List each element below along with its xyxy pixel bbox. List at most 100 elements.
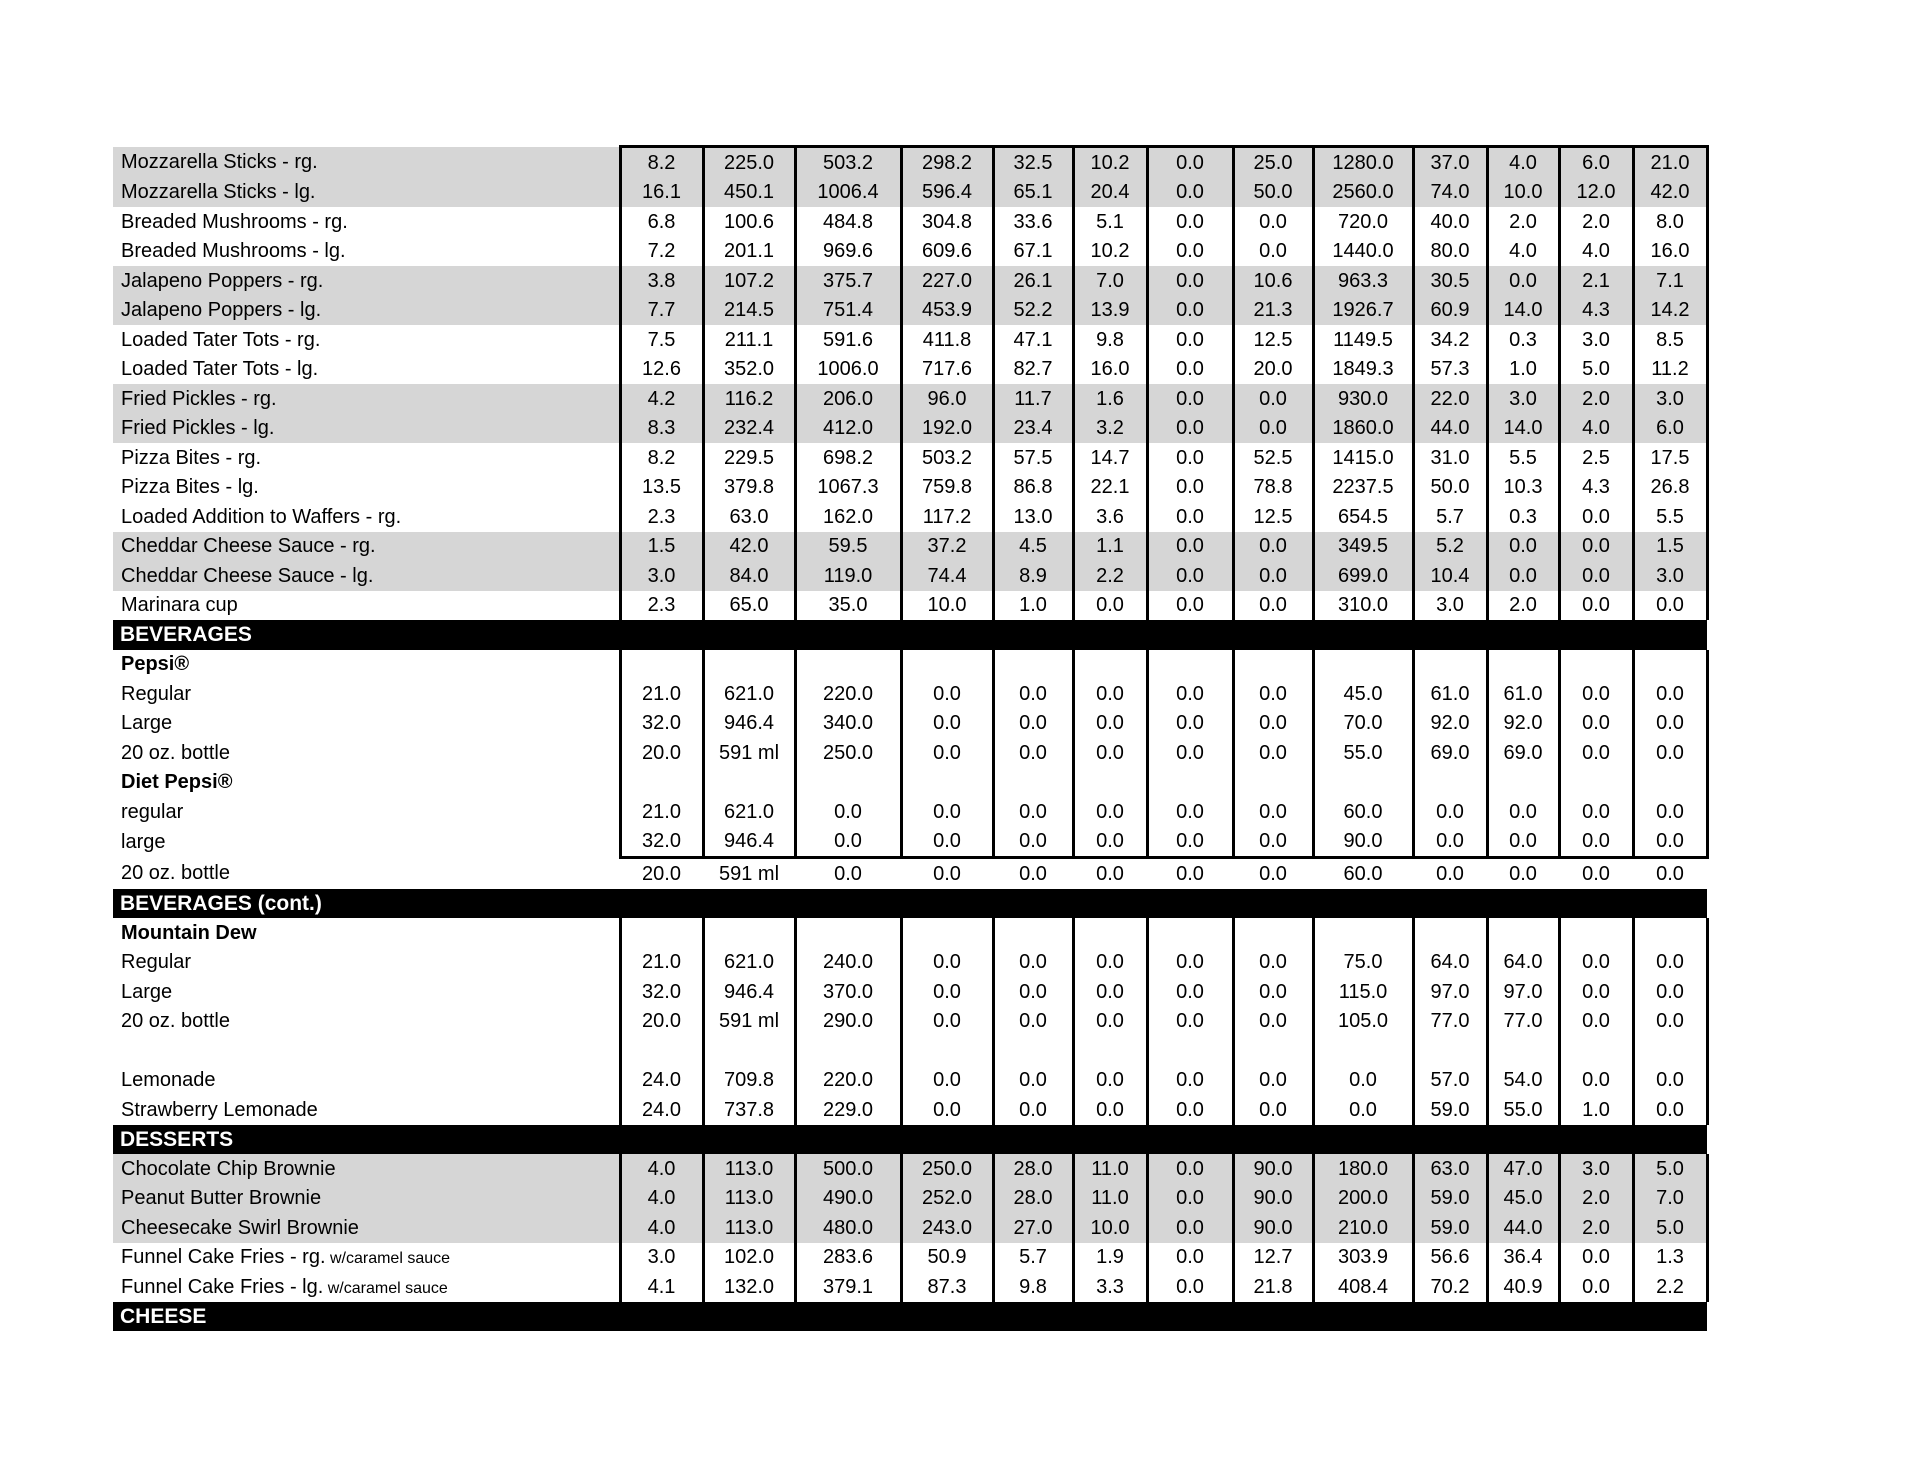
value-cell: 1926.7	[1311, 295, 1413, 325]
value-cell: 107.2	[701, 266, 795, 296]
value-cell: 5.0	[1557, 354, 1633, 384]
item-label: Cheddar Cheese Sauce - lg.	[113, 561, 620, 591]
value-cell: 0.0	[991, 947, 1073, 977]
value-cell: 0.0	[899, 679, 993, 709]
value-cell: 503.2	[793, 145, 901, 178]
value-cell: 59.5	[793, 531, 901, 561]
value-cell: 6.8	[618, 207, 703, 237]
value-cell: 12.6	[618, 354, 703, 384]
value-cell: 42.0	[701, 531, 795, 561]
value-cell: 90.0	[1231, 1154, 1313, 1184]
value-cell: 50.0	[1411, 472, 1487, 502]
value-cell: 33.6	[991, 207, 1073, 237]
section-header-row: CHEESE	[113, 1301, 1707, 1331]
value-cell: 0.3	[1485, 325, 1559, 355]
value-cell	[1557, 918, 1633, 948]
value-cell: 379.8	[701, 472, 795, 502]
value-cell: 408.4	[1311, 1272, 1413, 1302]
value-cell	[1411, 767, 1487, 797]
value-cell: 200.0	[1311, 1183, 1413, 1213]
value-cell: 5.0	[1631, 1154, 1709, 1184]
value-cell: 2.3	[618, 502, 703, 532]
value-cell: 21.0	[1631, 145, 1709, 178]
value-cell: 1149.5	[1311, 325, 1413, 355]
value-cell: 1.0	[1485, 354, 1559, 384]
value-cell: 42.0	[1631, 177, 1709, 207]
value-cell: 3.0	[1485, 384, 1559, 414]
value-cell: 8.2	[618, 443, 703, 473]
section-header: BEVERAGES	[113, 620, 1707, 650]
value-cell: 10.0	[1485, 177, 1559, 207]
value-cell: 0.0	[1557, 1242, 1633, 1272]
value-cell: 16.0	[1071, 354, 1147, 384]
value-cell: 0.0	[1231, 826, 1313, 859]
value-cell: 4.3	[1557, 295, 1633, 325]
value-cell: 0.0	[1145, 325, 1233, 355]
value-cell: 4.2	[618, 384, 703, 414]
value-cell: 0.0	[1557, 561, 1633, 591]
table-row: Loaded Tater Tots - rg. 7.5 211.1 591.6 411.…	[113, 325, 1709, 355]
value-cell: 30.5	[1411, 266, 1487, 296]
item-label: large	[121, 831, 166, 853]
value-cell: 55.0	[1485, 1095, 1559, 1125]
value-cell: 2.3	[618, 590, 703, 620]
value-cell: 32.0	[618, 708, 703, 738]
value-cell: 0.0	[1145, 561, 1233, 591]
value-cell	[1231, 918, 1313, 948]
value-cell: 229.5	[701, 443, 795, 473]
value-cell: 14.0	[1485, 413, 1559, 443]
value-cell: 0.0	[1145, 1183, 1233, 1213]
value-cell: 2.0	[1557, 384, 1633, 414]
value-cell: 0.0	[1557, 947, 1633, 977]
value-cell: 2.1	[1557, 266, 1633, 296]
value-cell: 0.0	[1557, 1065, 1633, 1095]
value-cell: 0.0	[991, 738, 1073, 768]
value-cell: 80.0	[1411, 236, 1487, 266]
value-cell: 77.0	[1485, 1006, 1559, 1036]
value-cell: 8.5	[1631, 325, 1709, 355]
value-cell: 52.5	[1231, 443, 1313, 473]
value-cell: 0.0	[1145, 472, 1233, 502]
value-cell: 0.0	[1145, 295, 1233, 325]
table-row: Regular 21.0 621.0 220.0 0.0 0.0 0.0 0.0 0.0 45.0…	[113, 679, 1709, 709]
value-cell: 57.5	[991, 443, 1073, 473]
value-cell: 102.0	[701, 1242, 795, 1272]
value-cell	[899, 767, 993, 797]
value-cell: 2560.0	[1311, 177, 1413, 207]
value-cell: 0.0	[1145, 1065, 1233, 1095]
value-cell: 946.4	[701, 826, 795, 859]
value-cell: 37.2	[899, 531, 993, 561]
value-cell	[1485, 767, 1559, 797]
table-row: Fried Pickles - lg. 8.3 232.4 412.0 192.0 23.…	[113, 413, 1709, 443]
value-cell: 5.0	[1631, 1213, 1709, 1243]
value-cell: 69.0	[1485, 738, 1559, 768]
value-cell: 0.0	[899, 797, 993, 827]
value-cell: 0.0	[1145, 826, 1233, 859]
value-cell: 4.0	[618, 1183, 703, 1213]
value-cell: 0.0	[1176, 862, 1204, 885]
value-cell: 411.8	[899, 325, 993, 355]
value-cell: 220.0	[793, 1065, 901, 1095]
item-label: Pizza Bites - lg.	[121, 476, 259, 499]
value-cell: 3.3	[1071, 1272, 1147, 1302]
value-cell: 227.0	[899, 266, 993, 296]
value-cell: 75.0	[1311, 947, 1413, 977]
value-cell: 47.1	[991, 325, 1073, 355]
value-cell: 0.0	[1145, 531, 1233, 561]
value-cell: 4.1	[618, 1272, 703, 1302]
table-row: 20 oz. bottle 20.0 591 ml 290.0 0.0 0.0 0.0 0.0…	[113, 1006, 1709, 1036]
table-row: Peanut Butter Brownie 4.0 113.0 490.0 252.0 2…	[113, 1183, 1709, 1213]
value-cell	[899, 649, 993, 679]
value-cell: 0.0	[1557, 679, 1633, 709]
value-cell: 0.0	[1145, 236, 1233, 266]
value-cell: 0.0	[1485, 266, 1559, 296]
value-cell: 1440.0	[1311, 236, 1413, 266]
value-cell: 0.0	[1145, 1272, 1233, 1302]
value-cell: 192.0	[899, 413, 993, 443]
item-label: Lemonade	[121, 1069, 216, 1092]
table-row: Mozzarella Sticks - rg. 8.2 225.0 503.2 298.…	[113, 145, 1709, 178]
value-cell	[1311, 767, 1413, 797]
value-cell: 63.0	[701, 502, 795, 532]
value-cell: 0.0	[1631, 797, 1709, 827]
value-cell	[618, 649, 703, 679]
